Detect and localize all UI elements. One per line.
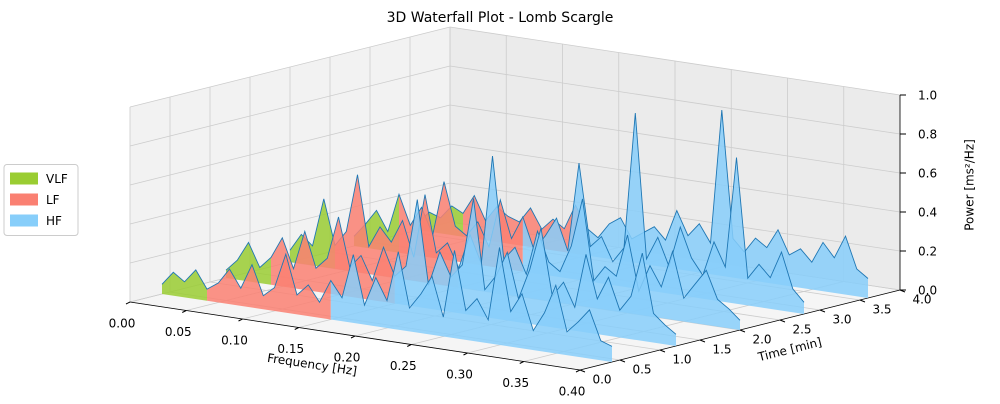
x-tick (575, 369, 581, 373)
band-fill (207, 254, 331, 320)
x-tick-label: 0.25 (390, 359, 417, 373)
y-tick (659, 349, 666, 353)
x-tick (294, 327, 299, 330)
y-tick (619, 359, 626, 363)
legend-label: LF (46, 193, 60, 207)
x-tick (238, 318, 243, 322)
y-tick-label: 3.0 (832, 313, 851, 327)
z-tick-label: 0.4 (918, 206, 937, 220)
y-tick (859, 299, 866, 303)
legend-swatch (10, 193, 38, 206)
y-tick-label: 1.5 (712, 343, 731, 357)
y-tick-label: 4.0 (912, 293, 931, 307)
x-tick-label: 0.05 (165, 325, 192, 339)
chart-title: 3D Waterfall Plot - Lomb Scargle (387, 10, 614, 26)
band-fill (226, 242, 271, 285)
z-tick-label: 1.0 (918, 89, 937, 103)
x-tick-label: 0.10 (221, 334, 248, 348)
x-tick-label: 0.40 (559, 385, 586, 399)
y-tick (739, 329, 746, 333)
grid-line (449, 65, 901, 135)
x-tick-label: 0.35 (502, 376, 529, 390)
grid-line (129, 143, 451, 225)
y-tick-label: 0.5 (632, 363, 651, 377)
x-tick-label: 0.20 (334, 351, 361, 365)
grid-line (449, 143, 901, 213)
x-tick (125, 301, 131, 305)
x-tick (463, 352, 468, 356)
z-tick-label: 0.6 (918, 167, 937, 181)
legend-label: VLF (46, 172, 68, 186)
z-tick-label: 0.0 (918, 284, 937, 298)
y-tick-label: 3.5 (872, 303, 891, 317)
band-fill (335, 174, 459, 288)
slice (161, 247, 613, 362)
band-fill (162, 269, 207, 301)
y-tick-label: 0.0 (592, 373, 611, 387)
x-tick-label: 0.00 (109, 317, 136, 331)
y-tick-label: 2.5 (792, 323, 811, 337)
legend-label: HF (46, 214, 62, 228)
power-line (161, 247, 613, 347)
x-tick-label: 0.15 (277, 342, 304, 356)
x-tick-label: 0.30 (446, 368, 473, 382)
x-tick (407, 344, 412, 347)
band-fill (522, 113, 804, 314)
y-tick-label: 1.0 (672, 353, 691, 367)
z-axis-label: Power [ms²/Hz] (963, 139, 977, 231)
grid-line (449, 26, 901, 96)
y-tick (819, 309, 826, 313)
z-tick-label: 0.8 (918, 128, 937, 142)
legend-swatch (10, 214, 38, 227)
band-fill (271, 217, 395, 304)
grid-line (129, 65, 451, 147)
grid-line (449, 104, 901, 174)
power-line (289, 156, 741, 321)
x-tick (182, 310, 187, 313)
grid-line (129, 104, 451, 186)
z-tick-label: 0.2 (918, 245, 937, 259)
x-tick (519, 361, 524, 364)
grid-line (129, 26, 451, 108)
y-tick (699, 339, 706, 343)
y-tick-label: 2.0 (752, 333, 771, 347)
x-tick (350, 335, 356, 339)
y-tick (779, 319, 786, 323)
legend-swatch (10, 172, 38, 185)
y-tick (579, 369, 586, 373)
grid-line (129, 182, 451, 264)
